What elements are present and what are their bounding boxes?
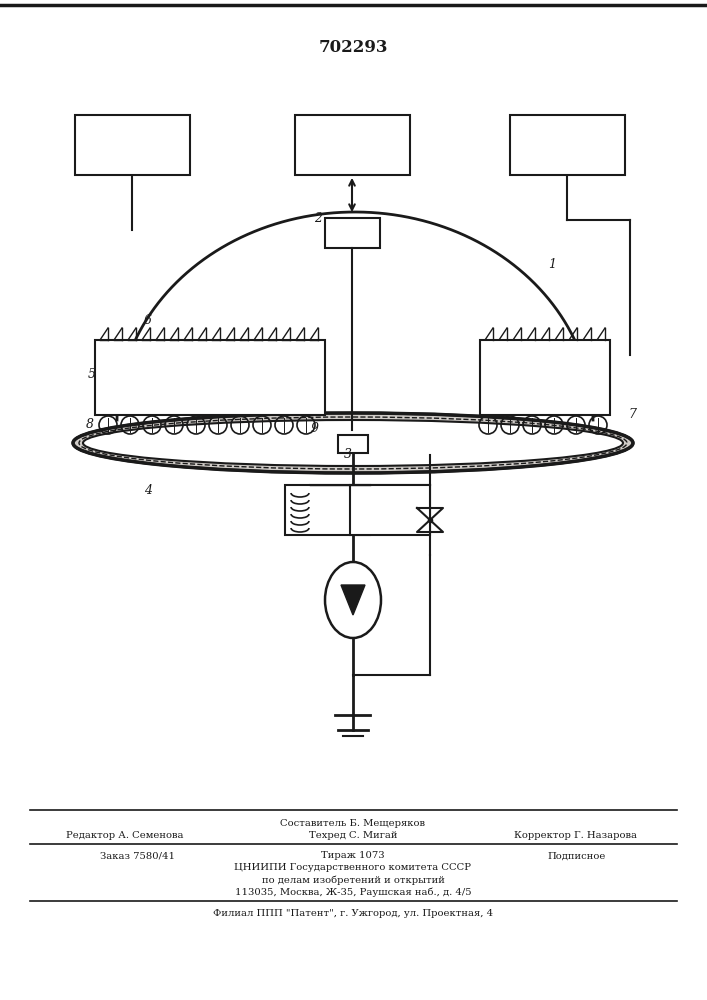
Ellipse shape — [83, 420, 623, 466]
Text: Редактор А. Семенова: Редактор А. Семенова — [66, 830, 184, 840]
Text: 6: 6 — [144, 314, 152, 326]
Text: 10: 10 — [123, 138, 141, 152]
FancyBboxPatch shape — [325, 218, 380, 248]
Text: 702293: 702293 — [318, 39, 387, 56]
Text: 3: 3 — [344, 448, 352, 462]
Text: Корректор Г. Назарова: Корректор Г. Назарова — [513, 830, 636, 840]
Text: 8: 8 — [86, 418, 94, 432]
Text: 12: 12 — [343, 138, 361, 152]
Text: Подписное: Подписное — [548, 852, 606, 860]
Text: Тираж 1073: Тираж 1073 — [321, 852, 385, 860]
Text: 7: 7 — [628, 408, 636, 422]
Text: ЦНИИПИ Государственного комитета СССР: ЦНИИПИ Государственного комитета СССР — [235, 863, 472, 872]
Text: 113035, Москва, Ж-35, Раушская наб., д. 4/5: 113035, Москва, Ж-35, Раушская наб., д. … — [235, 887, 472, 897]
FancyBboxPatch shape — [338, 435, 368, 453]
Text: Заказ 7580/41: Заказ 7580/41 — [100, 852, 175, 860]
Text: 1: 1 — [548, 258, 556, 271]
FancyBboxPatch shape — [285, 485, 370, 535]
Text: 2: 2 — [314, 212, 322, 225]
Text: 4: 4 — [144, 484, 152, 496]
Text: Филиал ППП "Патент", г. Ужгород, ул. Проектная, 4: Филиал ППП "Патент", г. Ужгород, ул. Про… — [213, 910, 493, 918]
Text: Техред С. Мигай: Техред С. Мигай — [309, 830, 397, 840]
Ellipse shape — [325, 562, 381, 638]
Text: по делам изобретений и открытий: по делам изобретений и открытий — [262, 875, 445, 885]
FancyBboxPatch shape — [295, 115, 410, 175]
Ellipse shape — [73, 413, 633, 473]
FancyBboxPatch shape — [350, 485, 430, 535]
Polygon shape — [341, 585, 365, 615]
FancyBboxPatch shape — [95, 340, 325, 415]
FancyBboxPatch shape — [480, 340, 610, 415]
FancyBboxPatch shape — [510, 115, 625, 175]
Text: 5: 5 — [88, 368, 96, 381]
Text: 11: 11 — [558, 138, 576, 152]
Text: Составитель Б. Мещеряков: Составитель Б. Мещеряков — [281, 818, 426, 828]
Text: 9: 9 — [311, 422, 319, 434]
FancyBboxPatch shape — [75, 115, 190, 175]
